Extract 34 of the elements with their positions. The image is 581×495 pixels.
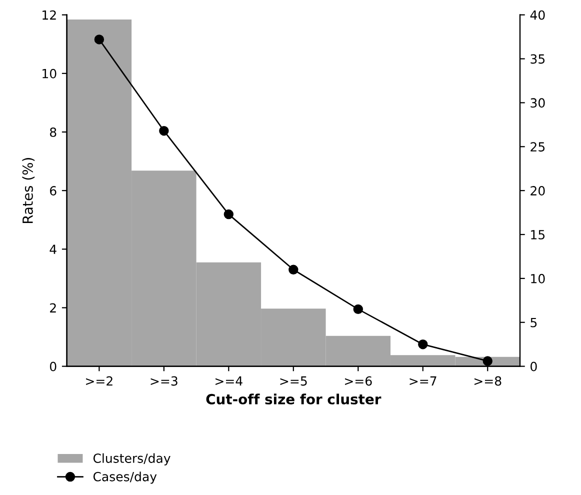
point bbox=[224, 209, 234, 220]
point bbox=[288, 264, 298, 275]
y-tick-label: 12 bbox=[42, 10, 56, 20]
x-tick-label: >=2 bbox=[86, 376, 112, 386]
y2-tick-label: 0 bbox=[530, 362, 537, 372]
x-tick-label: >=3 bbox=[150, 376, 178, 386]
point bbox=[94, 34, 104, 44]
point bbox=[159, 126, 169, 136]
y2-tick-label: 10 bbox=[531, 274, 545, 284]
y2-tick-label: 15 bbox=[531, 230, 545, 240]
x-tick-label: >=7 bbox=[410, 376, 436, 386]
y2-tick-label: 20 bbox=[530, 186, 545, 196]
x-axis-title: Cut-off size for cluster bbox=[206, 394, 382, 404]
x-tick-label: >=6 bbox=[345, 376, 372, 386]
y2-tick-label: 25 bbox=[530, 142, 545, 152]
legend-label: Clusters/day bbox=[93, 453, 170, 466]
x-tick-label: >=4 bbox=[216, 376, 242, 386]
y-tick-label: 8 bbox=[50, 127, 56, 137]
y-axis-title: Rates (%) bbox=[22, 158, 35, 223]
y-tick-label: 10 bbox=[42, 68, 56, 78]
x-tick-label: >=5 bbox=[280, 376, 307, 386]
y2-tick-label: 40 bbox=[530, 10, 545, 20]
y-tick-label: 4 bbox=[50, 244, 56, 254]
x-tick-label: >=8 bbox=[474, 376, 502, 386]
point bbox=[418, 339, 428, 350]
point bbox=[482, 356, 492, 366]
point bbox=[353, 304, 364, 314]
y2-tick-label: 5 bbox=[530, 318, 537, 328]
y-tick-label: 2 bbox=[50, 303, 56, 312]
y2-tick-label: 35 bbox=[530, 54, 545, 64]
y-tick-label: 0 bbox=[50, 362, 56, 372]
legend-label: Cases/day bbox=[93, 472, 157, 484]
y2-tick-label: 30 bbox=[530, 98, 545, 108]
y-tick-label: 6 bbox=[50, 186, 56, 196]
